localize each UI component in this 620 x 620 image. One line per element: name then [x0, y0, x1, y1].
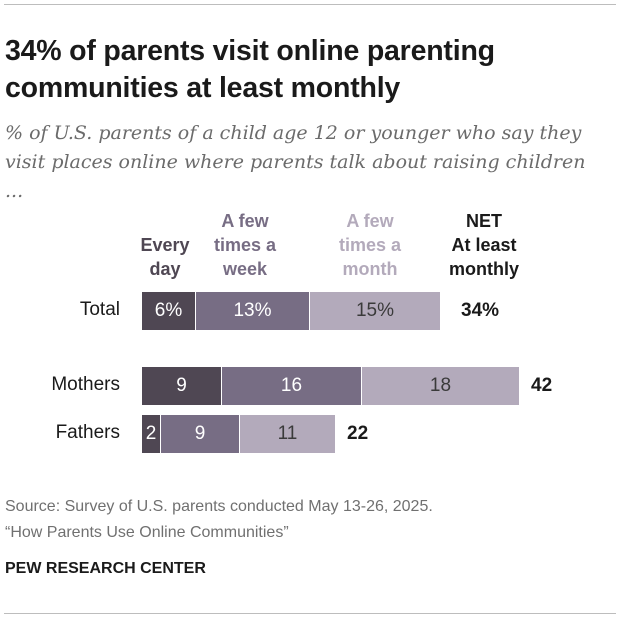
bar-segment-every-day-mothers: 9	[142, 367, 221, 405]
net-value-fathers: 22	[347, 423, 369, 444]
row-label-fathers: Fathers	[55, 422, 120, 443]
header-few-month-line: A few	[346, 211, 394, 231]
header-net-line: At least	[451, 235, 517, 255]
bar-segment-every-day-fathers: 2	[142, 415, 160, 453]
bar-segment-every-day-total: 6%	[142, 292, 195, 330]
brand-logo-text: PEW RESEARCH CENTER	[5, 560, 206, 577]
header-few-month: A few times a month	[320, 209, 420, 281]
header-few-week-line: times a	[213, 235, 277, 255]
header-few-month-line: month	[342, 259, 398, 279]
row-label-mothers: Mothers	[51, 374, 120, 395]
chart-subtitle: % of U.S. parents of a child age 12 or y…	[5, 122, 586, 202]
source-line: Source: Survey of U.S. parents conducted…	[5, 498, 433, 515]
net-value-total: 34%	[461, 300, 500, 321]
header-few-week-line: A few	[221, 211, 269, 231]
bar-segment-few-month-mothers: 18	[361, 367, 519, 405]
bar-segment-few-month-total: 15%	[309, 292, 440, 330]
row-label-total: Total	[79, 299, 120, 320]
net-value-mothers: 42	[531, 375, 553, 396]
bar-segment-few-week-mothers: 16	[221, 367, 361, 405]
header-few-month-line: times a	[338, 235, 402, 255]
header-few-week-line: week	[222, 259, 268, 279]
bottom-rule	[4, 613, 616, 614]
header-net: NET At least monthly	[436, 209, 532, 281]
bar-segment-few-week-fathers: 9	[160, 415, 239, 453]
header-every-day: Every day	[130, 233, 200, 281]
header-every-day-line: day	[149, 259, 181, 279]
bar-segment-few-week-total: 13%	[195, 292, 309, 330]
report-title: “How Parents Use Online Communities”	[5, 524, 289, 541]
source-note: Source: Survey of U.S. parents conducted…	[5, 494, 615, 546]
top-rule	[4, 4, 616, 5]
header-net-line: monthly	[449, 259, 519, 279]
header-net-line: NET	[466, 211, 502, 231]
header-few-week: A few times a week	[195, 209, 295, 281]
chart-title: 34% of parents visit online parenting co…	[5, 35, 495, 104]
bar-segment-few-month-fathers: 11	[239, 415, 335, 453]
header-every-day-line: Every	[140, 235, 190, 255]
